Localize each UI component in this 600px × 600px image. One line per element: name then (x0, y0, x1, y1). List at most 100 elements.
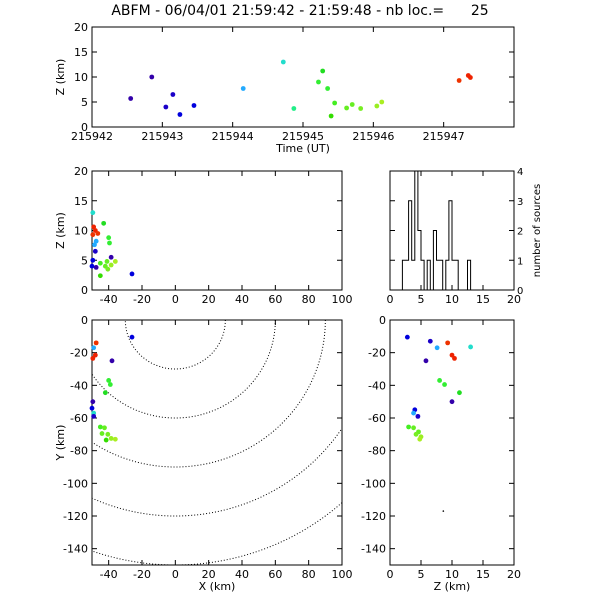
x-tick-label: -20 (133, 293, 151, 306)
data-point (170, 92, 176, 97)
data-point (92, 352, 98, 358)
x-tick-label: -40 (100, 293, 118, 306)
x-tick-label: 0 (387, 293, 394, 306)
y-axis-label: Z (km) (54, 212, 67, 249)
axes-frame (91, 26, 515, 128)
data-point (332, 100, 338, 106)
data-point (112, 436, 118, 442)
data-point (415, 413, 421, 419)
y-tick-label: 10 (74, 225, 88, 238)
y-axis-label: number of sources (532, 184, 543, 277)
data-point (102, 390, 108, 396)
data-point (106, 378, 112, 383)
x-tick-label: 0 (172, 293, 179, 306)
panel-z-y (389, 319, 515, 566)
y-tick-label: -60 (70, 412, 88, 425)
data-point (90, 257, 96, 263)
data-point (102, 425, 107, 431)
x-axis-label: Z (km) (434, 580, 471, 593)
data-point (129, 271, 135, 277)
y-tick-label: -140 (361, 543, 386, 556)
data-point (344, 105, 350, 111)
data-point (374, 103, 380, 109)
x-tick-label: 5 (418, 568, 425, 581)
data-point (99, 431, 105, 436)
data-point (129, 334, 135, 340)
data-point (92, 242, 97, 248)
x-tick-label: 5 (418, 293, 425, 306)
y-tick-label: 15 (74, 195, 88, 208)
panel-x-z (89, 170, 343, 291)
data-point (411, 410, 416, 416)
data-point (442, 510, 445, 512)
data-point (128, 96, 134, 101)
data-point (149, 74, 155, 80)
y-tick-label: -120 (361, 510, 386, 523)
data-point (328, 113, 334, 119)
data-point (316, 79, 321, 85)
y-tick-label: 0 (379, 314, 386, 327)
y-tick-label: -100 (361, 477, 386, 490)
data-point (291, 106, 297, 111)
data-point (468, 344, 473, 350)
x-tick-label: 215945 (282, 130, 324, 143)
x-tick-label: 0 (387, 568, 394, 581)
data-point (92, 248, 98, 254)
y-tick-label: 4 (517, 167, 523, 178)
panel-time-z (91, 26, 515, 128)
axes-frame (91, 319, 343, 566)
x-tick-label: 100 (332, 293, 353, 306)
y-tick-label: 2 (517, 227, 523, 238)
y-tick-label: -80 (70, 445, 88, 458)
x-tick-label: 0 (172, 568, 179, 581)
data-point (411, 425, 416, 431)
y-axis-label: Z (km) (54, 59, 67, 96)
x-tick-label: 215946 (352, 130, 394, 143)
x-tick-label: 10 (445, 293, 459, 306)
histogram-bars (401, 170, 474, 291)
y-tick-label: 20 (74, 165, 88, 178)
data-point (456, 78, 462, 83)
y-tick-label: 0 (81, 314, 88, 327)
data-point (325, 86, 331, 91)
x-tick-label: 20 (507, 293, 521, 306)
data-point (90, 355, 96, 361)
data-point (349, 102, 355, 107)
data-point (406, 424, 411, 430)
data-point (108, 254, 114, 260)
x-tick-label: 215943 (141, 130, 183, 143)
data-point (107, 382, 113, 387)
data-point (97, 260, 103, 266)
y-tick-label: -140 (63, 543, 88, 556)
data-point (89, 405, 95, 411)
x-tick-label: -20 (133, 568, 151, 581)
data-point (177, 112, 183, 117)
data-point (104, 259, 110, 264)
data-point (105, 431, 111, 437)
data-point (434, 345, 440, 351)
y-tick-label: 1 (517, 256, 523, 267)
data-point (91, 345, 97, 351)
x-tick-label: 80 (302, 293, 316, 306)
data-point (93, 264, 99, 270)
data-point (379, 99, 385, 105)
y-axis-label: Y (km) (54, 425, 67, 462)
x-tick-label: -40 (100, 568, 118, 581)
axes-frame (91, 170, 343, 291)
data-point (97, 273, 103, 279)
data-point (427, 338, 433, 344)
data-point (108, 262, 114, 268)
y-tick-label: -40 (70, 379, 88, 392)
x-tick-label: 60 (268, 293, 282, 306)
y-tick-label: 5 (81, 96, 88, 109)
x-axis-label: Time (UT) (275, 142, 330, 155)
x-tick-label: 15 (476, 568, 490, 581)
y-tick-label: 0 (81, 284, 88, 297)
data-point (97, 424, 103, 430)
data-point (93, 238, 99, 244)
y-tick-label: 10 (74, 71, 88, 84)
y-tick-label: 0 (81, 121, 88, 134)
x-tick-label: 215944 (212, 130, 254, 143)
x-tick-label: 15 (476, 293, 490, 306)
data-point (101, 220, 107, 226)
